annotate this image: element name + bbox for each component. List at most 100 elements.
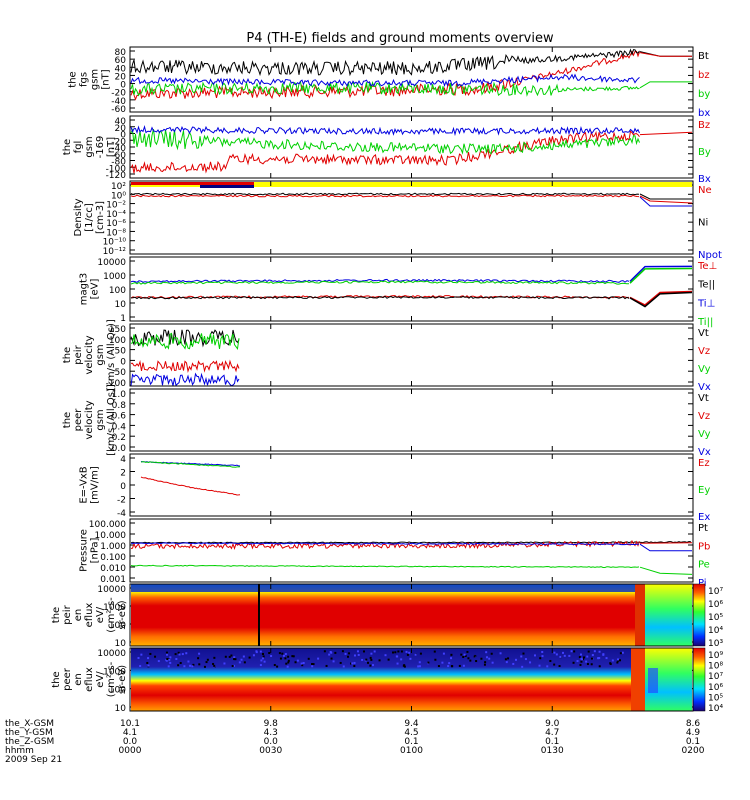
ylabel-line: the xyxy=(62,412,73,428)
ytick-label: 20 xyxy=(115,124,127,134)
ytick-label: 10.000 xyxy=(95,531,127,541)
panel-7-series xyxy=(140,461,241,496)
ylabel-line: eflux xyxy=(84,667,95,692)
ytick-label: 1000 xyxy=(103,667,126,677)
panel-1-series xyxy=(130,48,692,101)
ytick-label: -60 xyxy=(111,151,126,161)
ytick-label: 10⁻⁸ xyxy=(106,228,126,238)
x-axis-value: 0100 xyxy=(400,746,423,756)
ytick-label: 100.000 xyxy=(89,520,126,530)
ylabel-line: [nT] xyxy=(101,69,112,89)
ytick-label: 150 xyxy=(109,325,126,335)
colorbar-label: 10⁶ xyxy=(708,600,723,610)
panel-5-legend: Vt Vz Vy Vx xyxy=(698,328,711,393)
ylabel-line: sr-eV) xyxy=(117,600,128,629)
series-Ey xyxy=(140,461,241,468)
series-Vy xyxy=(130,332,240,350)
legend-entry: Te⊥ xyxy=(697,261,717,272)
ylabel-line: [cm-3] xyxy=(95,201,106,234)
ylabel-line: peer xyxy=(62,667,73,691)
ytick-label: -100 xyxy=(106,164,127,174)
ytick-label: 2 xyxy=(120,469,126,479)
legend-entry: by xyxy=(698,89,710,100)
spectrogram-body xyxy=(131,648,631,711)
panel-frame xyxy=(129,453,694,517)
ytick-label: 10000 xyxy=(97,649,126,659)
ytick-label: -120 xyxy=(106,171,127,181)
legend-entry: Npot xyxy=(698,250,722,261)
panel-10-ylabel: the peer en eflux eV/(cm²-s-sr-eV) xyxy=(51,661,128,697)
legend-entry: Ex xyxy=(698,512,710,523)
ylabel-line: E=-VxB xyxy=(79,466,90,503)
series-Bz-tail xyxy=(639,131,693,136)
ytick-label: 100 xyxy=(109,336,126,346)
ytick-label: 0.4 xyxy=(112,422,127,432)
ylabel-line: gsm xyxy=(90,69,101,90)
ylabel-line: eV/ xyxy=(95,671,106,688)
mode-bar-blue xyxy=(200,185,254,188)
x-axis-value: 9.4 xyxy=(404,719,419,729)
ylabel-line: eV/ xyxy=(95,606,106,623)
series-bx xyxy=(130,73,640,88)
panel-1-legend: Bt bz by bx xyxy=(698,51,710,119)
ylabel-line: [1/cc] xyxy=(84,203,95,232)
ytick-label: 1000 xyxy=(103,272,126,282)
legend-entry: Ne xyxy=(698,185,712,196)
x-axis: the_X-GSM 10.1 9.8 9.4 9.0 8.6 the_Y-GSM 4.1 4.3… xyxy=(5,719,705,765)
ylabel-line: [km/s (All Qs)] xyxy=(106,384,117,456)
legend-entry: Bt xyxy=(698,51,709,62)
series-Vz xyxy=(130,359,240,374)
ylabel-line: peir xyxy=(73,344,84,364)
legend-entry: Vx xyxy=(698,447,711,458)
x-axis-value: 0030 xyxy=(259,746,282,756)
panel-6-ylabel: the peer velocity gsm [km/s (All Qs)] xyxy=(62,384,117,456)
colorbar-label: 10⁴ xyxy=(708,626,723,636)
panel-7: E=-VxB [mV/m] 4 2 0 -2 -4 Ez Ey Ex xyxy=(79,455,711,523)
ytick-label: 10 xyxy=(115,704,127,714)
legend-entry: Vz xyxy=(698,346,710,357)
series-Te-par-tail xyxy=(629,291,693,308)
ylabel-line: [eV] xyxy=(90,279,101,300)
x-axis-value: 4.3 xyxy=(264,728,278,738)
panel-7-ylabel: E=-VxB [mV/m] xyxy=(79,466,101,504)
figure-title: P4 (TH-E) fields and ground moments over… xyxy=(246,31,554,46)
legend-entry: Pt xyxy=(698,523,708,534)
panel-2-ylabel: the fgl gsm -169 [nT] xyxy=(62,136,117,159)
x-axis-value: 9.0 xyxy=(545,719,560,729)
series-by xyxy=(130,80,640,97)
ytick-label: 10⁻⁶ xyxy=(106,219,126,229)
x-axis-value: 8.6 xyxy=(686,719,701,729)
ylabel-line: the xyxy=(62,139,73,155)
ytick-label: -40 xyxy=(111,97,126,107)
ytick-label: -100 xyxy=(106,379,127,389)
colorbar-label: 10⁸ xyxy=(708,662,723,672)
ylabel-line: -169 xyxy=(95,136,106,159)
panel-9: the peir en eflux eV/(cm²-s-sr-eV) 10000 1000 1… xyxy=(51,585,693,649)
ytick-label: 10000 xyxy=(97,585,126,595)
ytick-label: 10⁻¹² xyxy=(103,247,127,257)
panel-4-yticks: 10000 1000 100 10 1 xyxy=(97,258,693,324)
legend-entry: Ti|| xyxy=(697,317,713,328)
spectrogram-top-band xyxy=(131,584,635,592)
series-bt xyxy=(130,48,640,77)
panel-2-legend: Bz By Bx xyxy=(698,120,711,185)
ylabel-line: eflux xyxy=(84,603,95,628)
series-Ni xyxy=(130,192,640,196)
ytick-label: 10 xyxy=(115,639,127,649)
x-axis-value: 4.5 xyxy=(404,728,418,738)
series-Ti-perp xyxy=(130,278,630,283)
colorbar-label: 10³ xyxy=(708,639,723,649)
legend-entry: Te|| xyxy=(697,280,715,291)
ylabel-line: peer xyxy=(73,408,84,432)
ylabel-line: gsm xyxy=(84,136,95,157)
series-By xyxy=(130,128,640,155)
legend-entry: Ti⊥ xyxy=(697,298,715,309)
ytick-label: -80 xyxy=(111,158,126,168)
series-Ti-par-tail xyxy=(629,267,693,284)
panel-4-ylabel: magt3 [eV] xyxy=(79,273,101,306)
ytick-label: 0.100 xyxy=(100,553,126,563)
x-axis-value: 4.7 xyxy=(545,728,559,738)
